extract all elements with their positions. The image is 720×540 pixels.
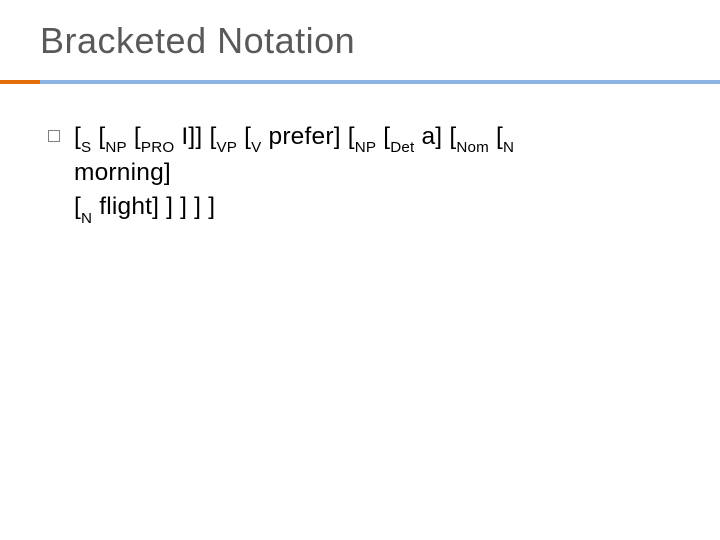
bullet-square (48, 130, 60, 142)
bracketed-notation-text: [S [NP [PRO I]] [VP [V prefer] [NP [Det … (74, 120, 514, 227)
list-item: [S [NP [PRO I]] [VP [V prefer] [NP [Det … (48, 120, 680, 227)
slide-title: Bracketed Notation (40, 20, 355, 62)
rule-accent (0, 80, 40, 84)
title-rule (0, 80, 720, 84)
rule-main (40, 80, 720, 84)
content-area: [S [NP [PRO I]] [VP [V prefer] [NP [Det … (48, 120, 680, 227)
